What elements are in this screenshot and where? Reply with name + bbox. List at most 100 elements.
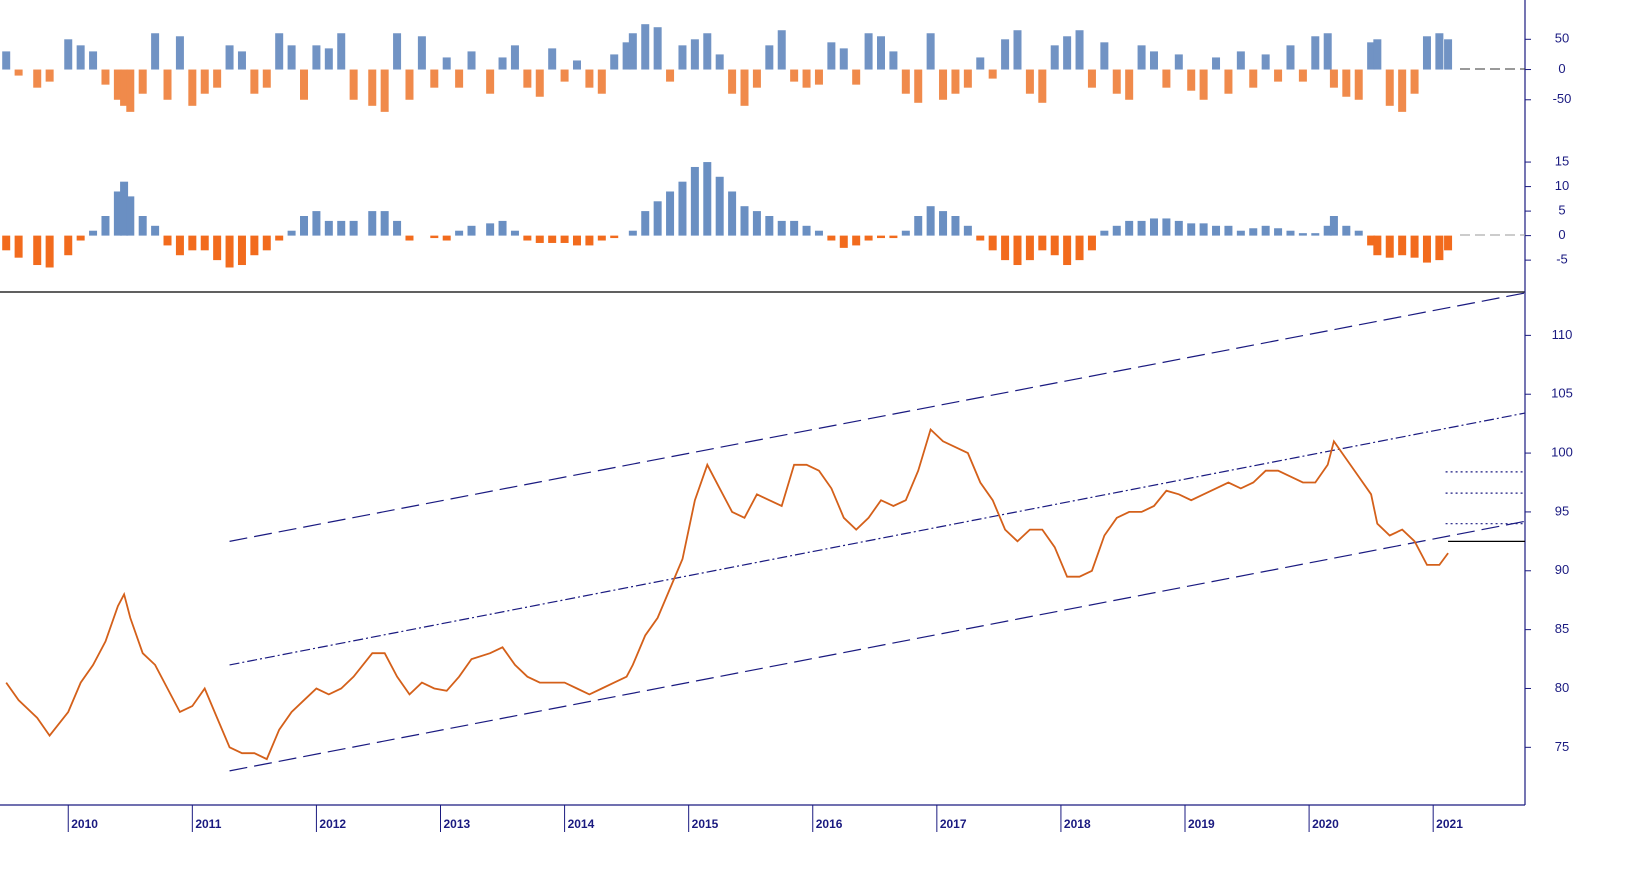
- y-tick-label: 0: [1558, 227, 1565, 242]
- bar: [715, 176, 724, 236]
- bar: [1212, 225, 1221, 236]
- y-tick-label: 75: [1555, 739, 1569, 754]
- bar: [312, 211, 321, 236]
- x-tick-label: 2020: [1312, 817, 1339, 831]
- bar: [963, 69, 972, 88]
- x-tick-label: 2016: [816, 817, 843, 831]
- y-tick-label: -50: [1553, 91, 1572, 106]
- bar: [1112, 225, 1121, 236]
- bar: [1038, 235, 1047, 251]
- bar: [1354, 69, 1363, 100]
- bar: [1261, 225, 1270, 236]
- bar: [300, 216, 309, 236]
- bar: [510, 230, 519, 236]
- bar: [126, 196, 135, 236]
- bar: [1261, 54, 1270, 70]
- bar: [151, 33, 160, 70]
- bar: [802, 69, 811, 88]
- bar: [262, 69, 271, 88]
- bar: [2, 235, 11, 251]
- bar: [1025, 235, 1034, 261]
- bar: [1354, 230, 1363, 236]
- y-tick-label: 15: [1555, 154, 1569, 169]
- y-tick-label: 90: [1555, 562, 1569, 577]
- bar: [405, 235, 414, 241]
- bar: [1174, 54, 1183, 70]
- bar: [163, 69, 172, 100]
- bar: [324, 48, 333, 70]
- bar: [678, 45, 687, 70]
- bar: [1187, 223, 1196, 236]
- bar: [889, 235, 898, 239]
- bar: [1236, 51, 1245, 70]
- bar: [237, 51, 246, 70]
- bar: [120, 181, 129, 236]
- bar: [1212, 57, 1221, 70]
- bar: [814, 230, 823, 236]
- bar: [777, 220, 786, 236]
- bar: [349, 220, 358, 236]
- bar: [560, 235, 569, 243]
- bar: [417, 36, 426, 70]
- bar: [45, 235, 54, 268]
- trend-line: [229, 520, 1526, 772]
- x-tick-label: 2013: [444, 817, 471, 831]
- bar: [535, 69, 544, 97]
- x-tick-label: 2018: [1064, 817, 1091, 831]
- bar: [101, 69, 110, 85]
- bar: [939, 69, 948, 100]
- bar: [548, 48, 557, 70]
- bar: [597, 69, 606, 94]
- bar: [864, 33, 873, 70]
- bar: [89, 51, 98, 70]
- bar: [1435, 33, 1444, 70]
- bar: [1373, 235, 1382, 256]
- bar: [14, 69, 23, 76]
- bar: [113, 191, 122, 236]
- y-tick-label: 10: [1555, 178, 1569, 193]
- bar: [1311, 36, 1320, 70]
- bar: [585, 235, 594, 246]
- bar: [653, 201, 662, 236]
- bar: [1199, 223, 1208, 236]
- bar: [467, 225, 476, 236]
- bar: [430, 69, 439, 88]
- bar: [1274, 69, 1283, 82]
- bar: [1367, 235, 1376, 246]
- bar: [1323, 33, 1332, 70]
- bar: [1224, 225, 1233, 236]
- bar: [455, 230, 464, 236]
- bar: [126, 69, 135, 112]
- bar: [405, 69, 414, 100]
- y-tick-label: 110: [1552, 327, 1573, 342]
- bar: [200, 69, 209, 94]
- bar: [1149, 51, 1158, 70]
- bar: [1422, 36, 1431, 70]
- bar: [1398, 235, 1407, 256]
- bar: [1174, 220, 1183, 236]
- bar: [138, 216, 147, 236]
- bar: [1367, 42, 1376, 70]
- bar: [777, 30, 786, 70]
- bar: [225, 45, 234, 70]
- bar: [188, 235, 197, 251]
- bar: [1224, 69, 1233, 94]
- bar: [963, 225, 972, 236]
- bar: [430, 235, 439, 239]
- bar: [827, 235, 836, 241]
- bar: [641, 24, 650, 70]
- y-tick-label: 105: [1551, 386, 1573, 401]
- bar: [151, 225, 160, 236]
- bar: [926, 33, 935, 70]
- bar: [163, 235, 172, 246]
- bar: [1422, 235, 1431, 263]
- bar: [1075, 30, 1084, 70]
- bar: [597, 235, 606, 241]
- bar: [1149, 218, 1158, 236]
- bar: [175, 36, 184, 70]
- bar: [1274, 228, 1283, 236]
- bar: [1342, 69, 1351, 97]
- bar: [1329, 216, 1338, 236]
- bar: [380, 69, 389, 112]
- bar: [1063, 235, 1072, 266]
